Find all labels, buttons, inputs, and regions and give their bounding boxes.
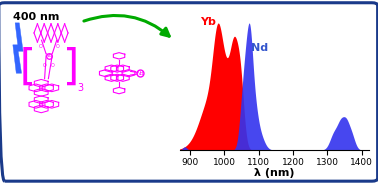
Text: O: O <box>42 63 46 68</box>
Text: ]: ] <box>60 47 85 89</box>
Text: Nd: Nd <box>136 71 144 76</box>
Text: Yb: Yb <box>200 17 216 27</box>
Polygon shape <box>13 23 23 73</box>
FancyArrowPatch shape <box>84 15 169 36</box>
Text: O: O <box>51 63 55 68</box>
Text: Nd: Nd <box>251 43 268 53</box>
Text: [: [ <box>13 47 38 89</box>
X-axis label: λ (nm): λ (nm) <box>254 168 294 178</box>
Text: O: O <box>39 44 43 49</box>
Text: O: O <box>56 44 59 49</box>
Text: 3: 3 <box>77 83 84 93</box>
Text: 400 nm: 400 nm <box>13 12 60 22</box>
Text: Nd: Nd <box>46 53 53 58</box>
